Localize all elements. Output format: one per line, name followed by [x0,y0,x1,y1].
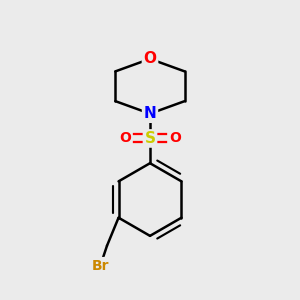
Text: Br: Br [92,259,109,273]
Text: N: N [144,106,156,121]
Text: O: O [143,51,157,66]
Text: S: S [145,131,155,146]
Text: O: O [119,131,131,146]
Text: O: O [169,131,181,146]
